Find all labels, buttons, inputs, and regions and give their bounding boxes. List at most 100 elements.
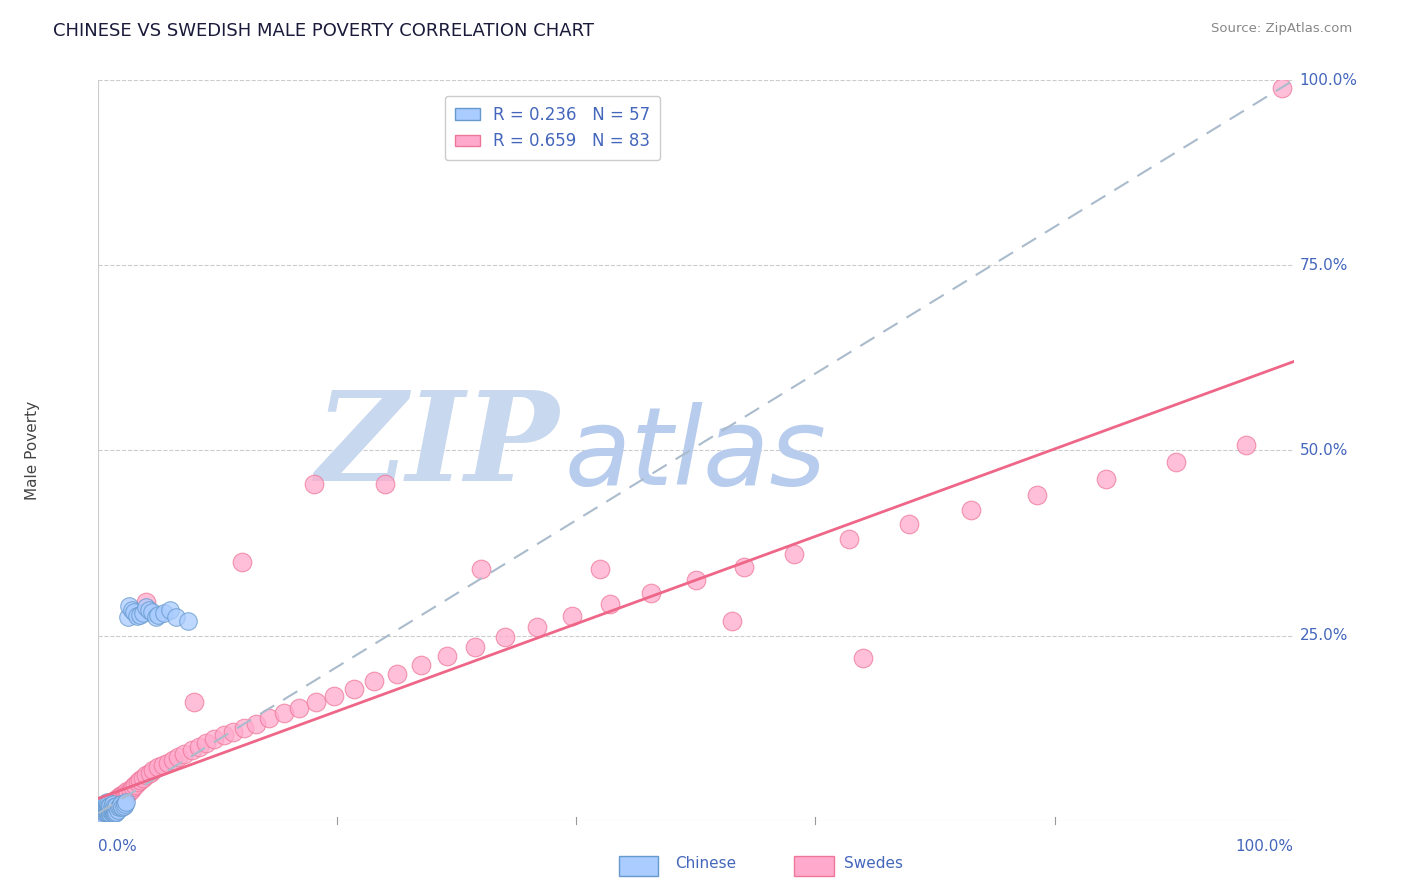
Point <box>135 600 157 615</box>
Point <box>91 807 114 822</box>
Point <box>897 517 920 532</box>
Point <box>93 800 115 814</box>
Point <box>1025 488 1047 502</box>
Point <box>111 788 134 802</box>
Point <box>245 717 267 731</box>
Point <box>733 560 755 574</box>
Point <box>156 756 179 770</box>
Text: Male Poverty: Male Poverty <box>25 401 41 500</box>
Point <box>162 753 184 767</box>
Point <box>91 810 114 824</box>
Point <box>103 797 125 812</box>
Point <box>159 602 181 616</box>
Point <box>288 701 311 715</box>
Point <box>91 806 114 821</box>
Point <box>96 805 118 819</box>
Point <box>118 599 141 613</box>
Point <box>131 771 153 785</box>
Point <box>93 806 115 821</box>
Point <box>117 610 139 624</box>
Point <box>115 788 138 802</box>
Point <box>374 476 396 491</box>
Point <box>470 562 492 576</box>
Point <box>101 795 124 809</box>
Point <box>100 800 122 814</box>
Point <box>96 803 118 817</box>
Point <box>640 585 662 599</box>
Point <box>838 533 860 547</box>
Point <box>104 802 127 816</box>
Point <box>165 610 187 624</box>
Point <box>98 798 121 813</box>
Point <box>112 798 135 813</box>
Point <box>103 805 125 819</box>
Point <box>129 607 152 622</box>
Text: 25.0%: 25.0% <box>1299 628 1348 643</box>
Point <box>108 798 131 813</box>
Point <box>97 800 120 814</box>
Point <box>180 743 202 757</box>
Point <box>98 803 121 817</box>
Text: 100.0%: 100.0% <box>1236 839 1294 855</box>
Point <box>259 711 281 725</box>
Point <box>960 502 983 516</box>
Point <box>222 724 245 739</box>
Point <box>138 602 160 616</box>
Point <box>96 799 118 814</box>
Point <box>125 609 148 624</box>
Point <box>141 605 163 619</box>
Point <box>685 573 707 587</box>
Point <box>153 607 176 621</box>
Point <box>108 789 131 804</box>
Point <box>91 803 114 817</box>
Point <box>98 798 122 813</box>
Point <box>115 795 138 809</box>
Text: 75.0%: 75.0% <box>1299 258 1348 273</box>
Point <box>464 640 486 654</box>
Point <box>852 650 875 665</box>
Point <box>97 800 120 814</box>
Text: Source: ZipAtlas.com: Source: ZipAtlas.com <box>1212 22 1353 36</box>
Point <box>273 706 295 721</box>
Text: Chinese: Chinese <box>675 856 735 871</box>
Point <box>112 789 135 804</box>
Point <box>117 785 139 799</box>
Point <box>148 760 170 774</box>
Text: CHINESE VS SWEDISH MALE POVERTY CORRELATION CHART: CHINESE VS SWEDISH MALE POVERTY CORRELAT… <box>53 22 595 40</box>
Point <box>91 807 114 822</box>
Legend: R = 0.236   N = 57, R = 0.659   N = 83: R = 0.236 N = 57, R = 0.659 N = 83 <box>444 96 661 161</box>
Text: atlas: atlas <box>565 401 827 507</box>
Point <box>131 607 153 621</box>
Point <box>589 562 612 576</box>
Point <box>96 803 118 817</box>
Point <box>121 602 143 616</box>
Point <box>114 797 136 812</box>
Point <box>127 775 149 789</box>
Point <box>98 806 122 821</box>
Text: Swedes: Swedes <box>844 856 903 871</box>
Point <box>107 803 129 817</box>
Point <box>107 800 129 814</box>
Point <box>124 605 146 619</box>
Point <box>187 739 209 754</box>
Point <box>183 695 205 709</box>
Point <box>94 806 117 821</box>
Point <box>97 806 120 821</box>
Point <box>561 609 583 624</box>
Point <box>783 547 806 561</box>
Point <box>135 595 157 609</box>
Point <box>100 797 122 812</box>
Point <box>148 607 170 622</box>
Point <box>231 555 253 569</box>
Point <box>494 630 516 644</box>
Point <box>98 798 122 813</box>
Point <box>177 614 200 628</box>
Point <box>152 758 174 772</box>
Point <box>129 772 152 787</box>
Point <box>1271 80 1294 95</box>
Point <box>526 620 548 634</box>
Point <box>98 803 122 817</box>
Text: 0.0%: 0.0% <box>98 839 138 855</box>
Point <box>93 805 115 819</box>
Point <box>721 614 744 628</box>
